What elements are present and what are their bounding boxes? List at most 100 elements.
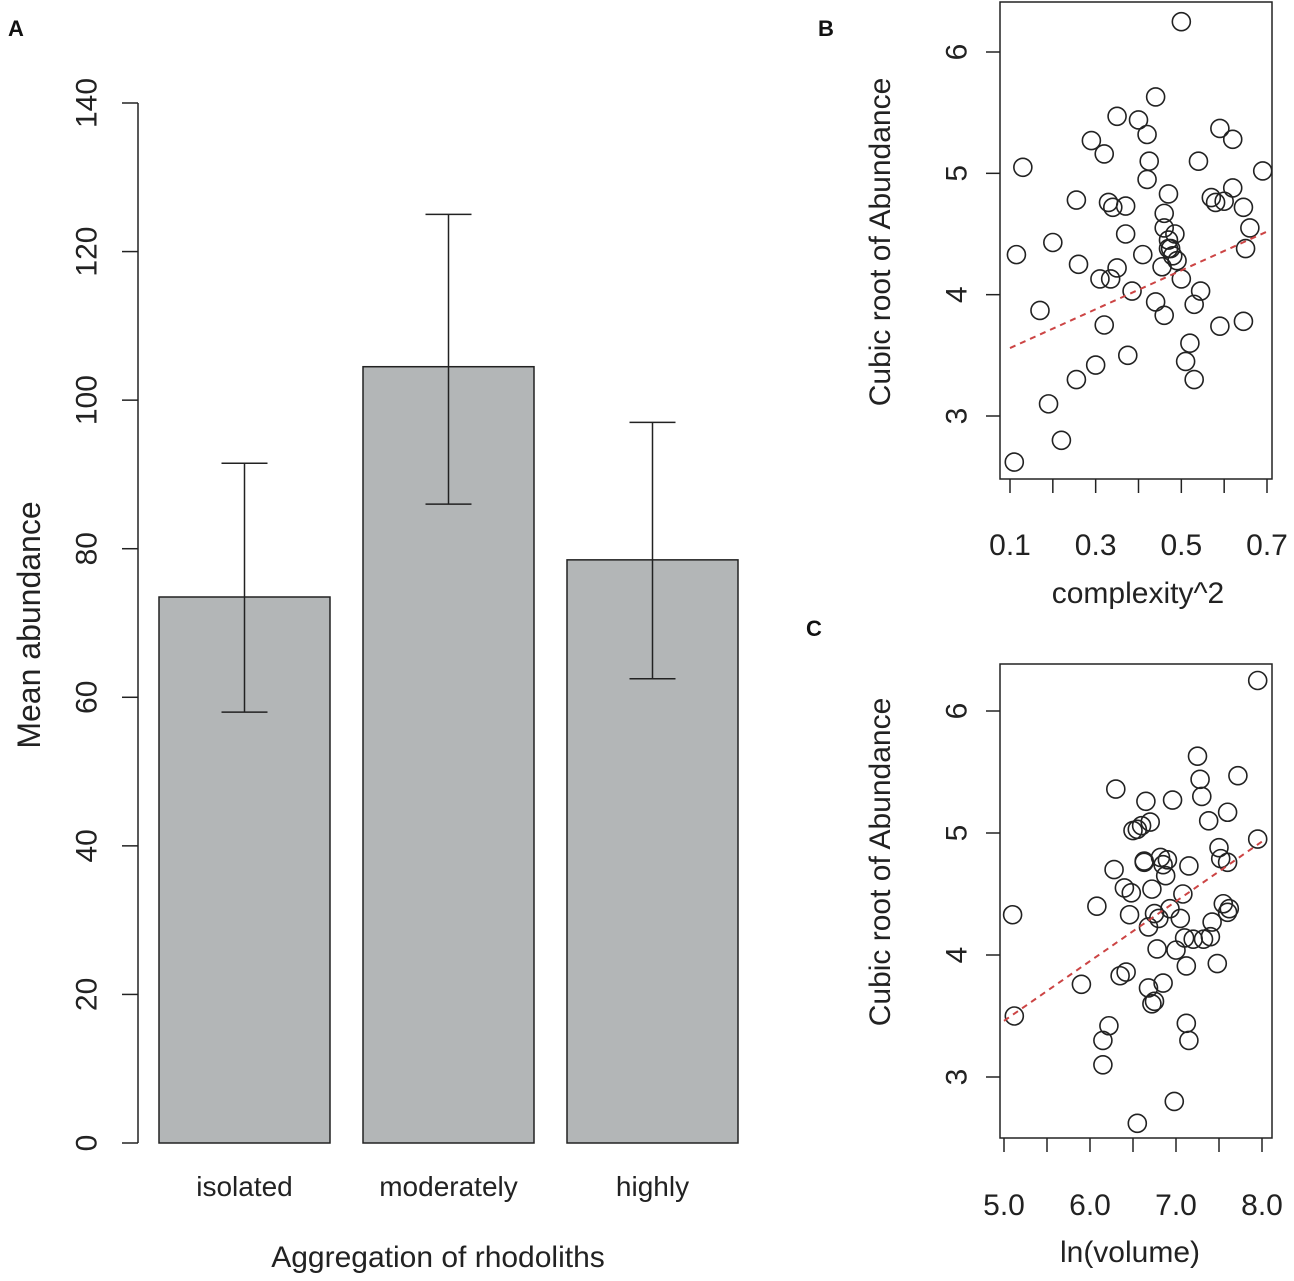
data-point (1068, 254, 1089, 275)
data-point (1222, 178, 1243, 198)
y-tick-label: 40 (71, 829, 104, 862)
data-point (1160, 898, 1180, 919)
data-point (1094, 315, 1115, 335)
data-point (1144, 903, 1165, 924)
data-point (1140, 812, 1160, 832)
data-point (1131, 815, 1152, 836)
y-tick-label: 140 (71, 78, 104, 128)
data-point (1006, 244, 1027, 265)
y-tick-label: 20 (71, 978, 104, 1011)
data-point (1166, 940, 1186, 960)
data-point (1038, 394, 1059, 414)
data-point (1085, 355, 1106, 375)
x-tick-label: 0.7 (1246, 529, 1288, 562)
data-point (1153, 854, 1173, 875)
data-point (1043, 232, 1063, 253)
data-point (1240, 218, 1260, 238)
data-point (1138, 978, 1159, 998)
data-point (1202, 912, 1222, 932)
x-tick-label: 6.0 (1069, 1189, 1111, 1222)
data-point (1175, 351, 1196, 372)
data-point (1184, 369, 1204, 390)
data-point (1174, 928, 1195, 948)
data-point (1104, 859, 1124, 880)
data-point (1122, 281, 1142, 301)
data-point (1090, 269, 1110, 289)
panel-a-y-axis-label: Mean abundance (11, 501, 47, 748)
panel-b-scatter-plot: B 0.1 0.3 0.5 0.7 3 4 5 6 Cubic root of Abundan… (818, 1, 1288, 610)
panel-b-y-axis-label: Cubic root of Abundance (864, 78, 897, 407)
data-point (1167, 250, 1187, 271)
data-point (1147, 939, 1167, 959)
panel-a-letter: A (8, 16, 24, 41)
panel-c-points (1002, 670, 1268, 1134)
x-tick-label: 8.0 (1241, 1189, 1283, 1222)
x-tick-label: 7.0 (1155, 1189, 1197, 1222)
y-tick-label: 6 (941, 703, 974, 720)
panel-c-x-axis-label: ln(volume) (1060, 1236, 1200, 1269)
data-point (1162, 790, 1183, 810)
y-tick-label: 100 (71, 375, 104, 425)
y-tick-label: 120 (71, 227, 104, 277)
data-point (1117, 345, 1138, 366)
data-point (1190, 281, 1211, 301)
panel-b-trend-line (1009, 230, 1268, 349)
data-point (1228, 765, 1248, 786)
panel-b-points (1004, 11, 1273, 472)
data-point (1173, 884, 1193, 904)
data-point (1219, 898, 1240, 919)
data-point (1094, 144, 1115, 164)
panel-b-axes: 0.1 0.3 0.5 0.7 3 4 5 6 (941, 44, 1288, 562)
data-point (1106, 779, 1126, 799)
data-point (1099, 1015, 1119, 1036)
data-point (1013, 157, 1033, 178)
panel-c-y-axis-label: Cubic root of Abundance (864, 698, 897, 1027)
data-point (1176, 1013, 1197, 1034)
data-point (1081, 130, 1102, 151)
data-point (1180, 333, 1200, 354)
data-point (1155, 865, 1176, 886)
data-point (1247, 829, 1268, 849)
data-point (1116, 962, 1136, 982)
data-point (1132, 244, 1153, 265)
y-tick-label: 4 (941, 286, 974, 303)
panel-b-letter: B (818, 16, 834, 41)
data-point (1145, 292, 1166, 312)
data-point (1142, 879, 1162, 899)
data-point (1164, 1091, 1185, 1112)
data-point (1154, 218, 1174, 238)
x-tick-label: 0.5 (1160, 529, 1202, 562)
x-tick-label: 5.0 (983, 1189, 1025, 1222)
data-point (1201, 187, 1222, 208)
data-point (1210, 848, 1231, 869)
data-point (1222, 129, 1243, 150)
data-point (1188, 151, 1209, 171)
data-point (1217, 902, 1238, 923)
data-point (1098, 192, 1119, 213)
data-point (1233, 311, 1254, 332)
y-tick-label: 4 (941, 947, 974, 964)
data-point (1139, 151, 1160, 171)
data-point (1190, 769, 1210, 790)
data-point (1145, 87, 1166, 107)
data-point (1119, 904, 1140, 925)
data-point (1127, 1113, 1148, 1134)
x-tick-label: 0.3 (1075, 529, 1117, 562)
x-tick-label-isolated: isolated (196, 1171, 293, 1202)
data-point (1252, 161, 1273, 181)
data-point (1157, 850, 1178, 870)
data-point (1176, 956, 1197, 976)
data-point (1179, 1030, 1199, 1051)
panel-c-trend-line (1003, 840, 1263, 1022)
data-point (1187, 746, 1208, 766)
data-point (1103, 197, 1123, 218)
data-point (1235, 238, 1256, 259)
panel-c-scatter-plot: C 5.0 6.0 7.0 8.0 3 4 5 6 Cubic root of Abundan… (806, 616, 1283, 1269)
data-point (1198, 810, 1219, 831)
data-point (1136, 791, 1156, 812)
data-point (1114, 878, 1135, 898)
data-point (1004, 1006, 1025, 1026)
data-point (1209, 837, 1229, 858)
data-point (1247, 670, 1268, 691)
